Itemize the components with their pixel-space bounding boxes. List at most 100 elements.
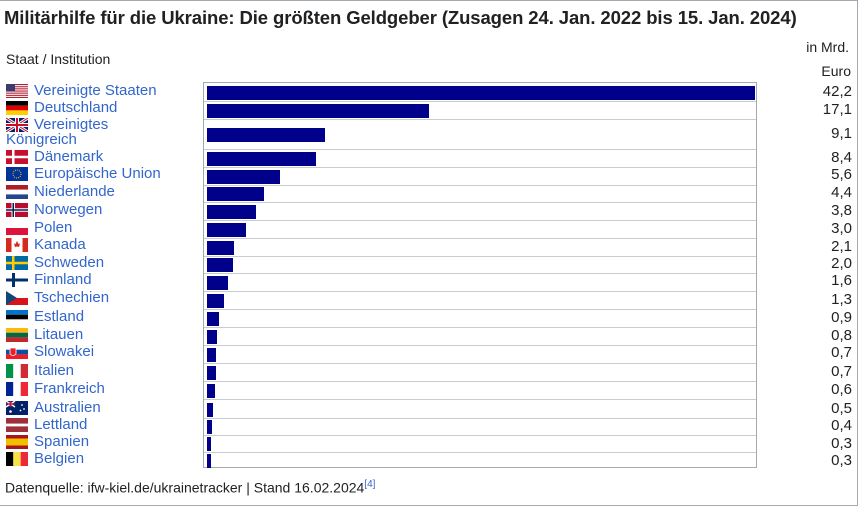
dk-flag-icon [6, 150, 28, 164]
value-label: 42,2 [822, 83, 852, 100]
nl-flag-icon [6, 185, 28, 199]
value-label: 0,7 [831, 344, 852, 361]
category-label[interactable]: Niederlande [6, 184, 115, 199]
category-label[interactable]: Schweden [6, 255, 104, 270]
category-label-text: Tschechien [34, 289, 110, 306]
unit-label-line1: in Mrd. [806, 39, 849, 55]
bar [207, 275, 228, 290]
category-label[interactable]: Litauen [6, 327, 83, 342]
category-label-text: Belgien [34, 450, 85, 467]
category-label[interactable]: Slowakei [6, 344, 94, 359]
row-separator [204, 399, 756, 400]
es-flag-icon [6, 435, 28, 449]
category-label[interactable]: Polen [6, 220, 72, 235]
row-separator [204, 185, 756, 186]
category-label[interactable]: Spanien [6, 434, 89, 449]
category-label[interactable]: Italien [6, 363, 74, 378]
bar [207, 329, 218, 344]
row-separator [204, 381, 756, 382]
row-separator [204, 149, 756, 150]
category-label-text: Finnland [34, 271, 92, 288]
category-label[interactable]: Tschechien [6, 290, 109, 305]
row-separator [204, 435, 756, 436]
row-separator [204, 101, 756, 102]
value-label: 0,9 [831, 309, 852, 326]
row-separator [204, 256, 756, 257]
value-label: 2,1 [831, 238, 852, 255]
bar [207, 293, 224, 308]
bar [207, 257, 233, 272]
category-label-text: Estland [34, 308, 85, 325]
us-flag-icon [6, 84, 28, 98]
category-label[interactable]: Vereinigtes Königreich [5, 116, 136, 148]
value-label: 0,3 [831, 452, 852, 469]
bar [207, 402, 214, 417]
source-text: Datenquelle: ifw-kiel.de/ukrainetracker … [5, 479, 365, 496]
unit-label-line2: Euro [821, 63, 851, 79]
row-separator [204, 452, 756, 453]
value-label: 3,0 [831, 220, 852, 237]
category-label[interactable]: Kanada [6, 237, 86, 252]
bar [207, 383, 215, 398]
category-label[interactable]: Estland [6, 309, 84, 324]
category-label[interactable]: Finnland [6, 272, 92, 287]
category-label[interactable]: Australien [5, 399, 101, 416]
value-label: 1,3 [831, 291, 852, 308]
category-label[interactable]: Belgien [6, 451, 84, 466]
category-label[interactable]: Europäische Union [6, 166, 161, 181]
be-flag-icon [6, 452, 28, 466]
fi-flag-icon [6, 273, 28, 287]
category-label-text: Schweden [34, 254, 105, 271]
sk-flag-icon [6, 345, 28, 359]
category-label-text: Australien [34, 399, 101, 416]
value-label: 1,6 [831, 272, 852, 289]
bar [207, 103, 430, 118]
bar [207, 240, 235, 255]
ee-flag-icon [6, 310, 28, 324]
lt-flag-icon [6, 328, 28, 342]
category-label-text: Dänemark [34, 148, 104, 165]
row-separator [204, 119, 756, 120]
category-label-text: Frankreich [34, 380, 105, 397]
cz-flag-icon [6, 291, 28, 305]
category-label-text: Norwegen [34, 201, 103, 218]
bar [207, 453, 211, 468]
row-separator [204, 273, 756, 274]
value-label: 5,6 [831, 166, 852, 183]
category-label[interactable]: Frankreich [6, 381, 105, 396]
category-label[interactable]: Lettland [6, 417, 87, 432]
value-label: 9,1 [831, 125, 852, 142]
plot-area [203, 82, 757, 468]
category-label[interactable]: Norwegen [6, 202, 102, 217]
category-label[interactable]: Vereinigte Staaten [6, 83, 157, 98]
value-label: 3,8 [831, 202, 852, 219]
row-separator [204, 345, 756, 346]
value-label: 8,4 [831, 149, 852, 166]
au-flag-icon [5, 400, 28, 415]
category-label[interactable]: Dänemark [6, 149, 103, 164]
category-label-text: Italien [34, 362, 75, 379]
lv-flag-icon [6, 418, 28, 432]
eu-flag-icon [6, 167, 28, 181]
value-label: 0,3 [831, 435, 852, 452]
value-label: 0,6 [831, 381, 852, 398]
category-label-text: Lettland [34, 416, 88, 433]
value-label: 4,4 [831, 184, 852, 201]
chart-title: Militärhilfe für die Ukraine: Die größte… [4, 7, 797, 28]
category-label[interactable]: Deutschland [6, 100, 117, 115]
category-label-text: Vereinigte Staaten [34, 82, 157, 99]
category-label-text: Europäische Union [34, 165, 161, 182]
ca-flag-icon [6, 238, 28, 252]
category-label-text: Kanada [34, 236, 86, 253]
category-label-text: Vereinigtes Königreich [6, 116, 109, 148]
pl-flag-icon [6, 221, 28, 235]
source-reference-link[interactable]: [4] [364, 479, 376, 490]
it-flag-icon [6, 364, 28, 378]
row-separator [204, 363, 756, 364]
bar [207, 151, 317, 166]
fr-flag-icon [6, 382, 28, 396]
row-separator [204, 202, 756, 203]
value-label: 0,5 [831, 400, 852, 417]
category-label-text: Litauen [34, 326, 84, 343]
